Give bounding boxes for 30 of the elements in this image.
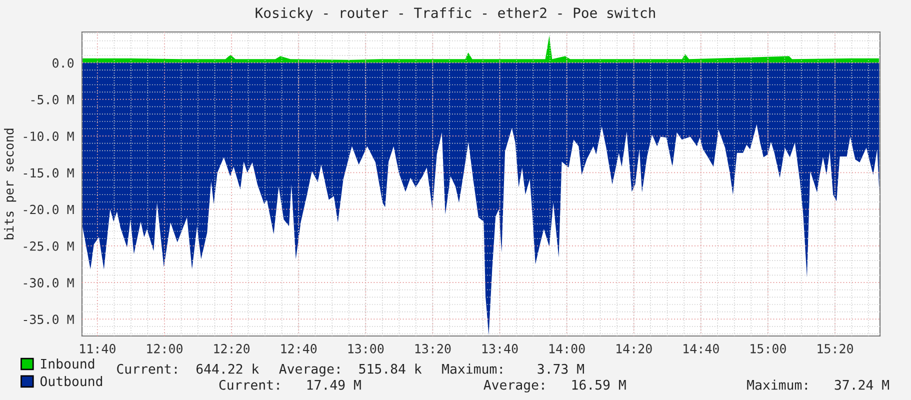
legend-label: Inbound [41, 358, 94, 369]
y-tick-label: -20.0 M [24, 204, 74, 214]
x-tick-label: 13:20 [415, 344, 451, 354]
x-tick-label: 14:20 [616, 344, 652, 354]
y-tick-label: -25.0 M [24, 241, 74, 251]
legend-label: Outbound [40, 376, 102, 386]
text: Current: 644.22 k [117, 364, 259, 374]
text: Current: 17.49 M [219, 380, 361, 390]
x-tick-label: 12:00 [147, 344, 182, 354]
text: Average: 16.59 M [484, 380, 626, 392]
y-tick-label: -5.0 M [31, 94, 74, 104]
x-tick-label: 15:20 [818, 344, 854, 354]
x-tick-label: 11:40 [80, 344, 116, 354]
y-tick-label: -15.0 M [24, 168, 74, 178]
x-tick-label: 12:40 [281, 344, 317, 354]
chart-title: Kosicky - router - Traffic - ether2 - Poe switch [256, 7, 655, 21]
x-tick-label: 14:00 [549, 344, 585, 354]
x-tick-label: 15:00 [750, 344, 786, 354]
x-tick-label: 13:40 [482, 344, 518, 354]
x-tick-label: 14:40 [684, 344, 719, 354]
x-tick-label: 12:20 [214, 344, 250, 354]
x-tick-label: 13:00 [348, 344, 384, 354]
y-axis-title: bits per second [4, 128, 16, 240]
text: Maximum: 3.73 M [442, 364, 584, 374]
y-tick-label: -30.0 M [24, 278, 74, 288]
text: Average: 515.84 k [279, 364, 422, 376]
text: Maximum: 37.24 M [747, 380, 889, 390]
y-tick-label: 0.0 [52, 58, 74, 68]
y-tick-label: -35.0 M [24, 314, 74, 324]
y-tick-label: -10.0 M [24, 132, 74, 141]
